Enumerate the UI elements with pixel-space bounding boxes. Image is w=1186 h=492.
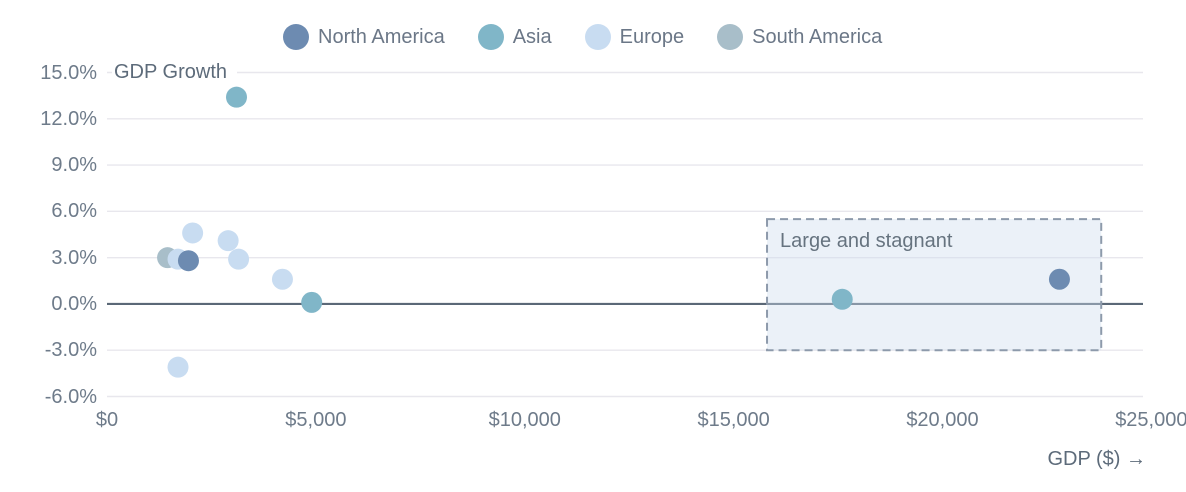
y-tick-label: 9.0%	[51, 154, 97, 177]
chart-legend: North America Asia Europe South America	[283, 23, 882, 51]
y-tick-label: -3.0%	[44, 339, 97, 362]
legend-label: Asia	[512, 25, 552, 48]
legend-item-asia[interactable]: Asia	[477, 24, 552, 50]
x-tick-label: $20,000	[906, 409, 979, 431]
legend-swatch-icon	[283, 24, 309, 50]
y-tick-label: 0.0%	[51, 292, 97, 315]
legend-item-south-america[interactable]: South America	[717, 24, 882, 50]
legend-label: South America	[752, 25, 883, 48]
legend-label: Europe	[619, 25, 685, 48]
data-point-europe	[271, 268, 293, 290]
data-point-europe	[228, 248, 250, 270]
annotation-label: Large and stagnant	[780, 230, 953, 253]
data-point-asia	[301, 291, 323, 313]
data-point-europe	[182, 222, 204, 244]
annotation-box	[766, 218, 1103, 352]
legend-item-europe[interactable]: Europe	[584, 24, 685, 50]
legend-swatch-icon	[717, 24, 744, 50]
x-tick-label: $0	[95, 409, 119, 431]
data-point-europe	[167, 356, 189, 378]
data-point-north-america	[1048, 268, 1070, 290]
legend-label: North America	[318, 25, 445, 48]
x-axis-title: GDP ($) →	[1047, 448, 1146, 470]
y-tick-label: -6.0%	[44, 385, 97, 408]
y-tick-label: 15.0%	[40, 61, 97, 84]
y-tick-label: 12.0%	[40, 107, 97, 130]
y-tick-label: 3.0%	[51, 246, 97, 269]
data-point-north-america	[177, 250, 199, 272]
y-axis-title: GDP Growth	[112, 59, 237, 86]
x-tick-label: $5,000	[285, 409, 347, 431]
x-tick-label: $15,000	[697, 409, 770, 431]
legend-swatch-icon	[584, 24, 611, 50]
data-point-europe	[217, 230, 239, 252]
x-tick-label: $25,000	[1115, 409, 1186, 431]
legend-swatch-icon	[477, 24, 504, 50]
y-tick-label: 6.0%	[51, 200, 97, 223]
legend-item-north-america[interactable]: North America	[283, 24, 445, 50]
data-point-asia	[226, 86, 247, 108]
data-point-asia	[831, 288, 853, 310]
x-tick-label: $10,000	[488, 409, 561, 431]
